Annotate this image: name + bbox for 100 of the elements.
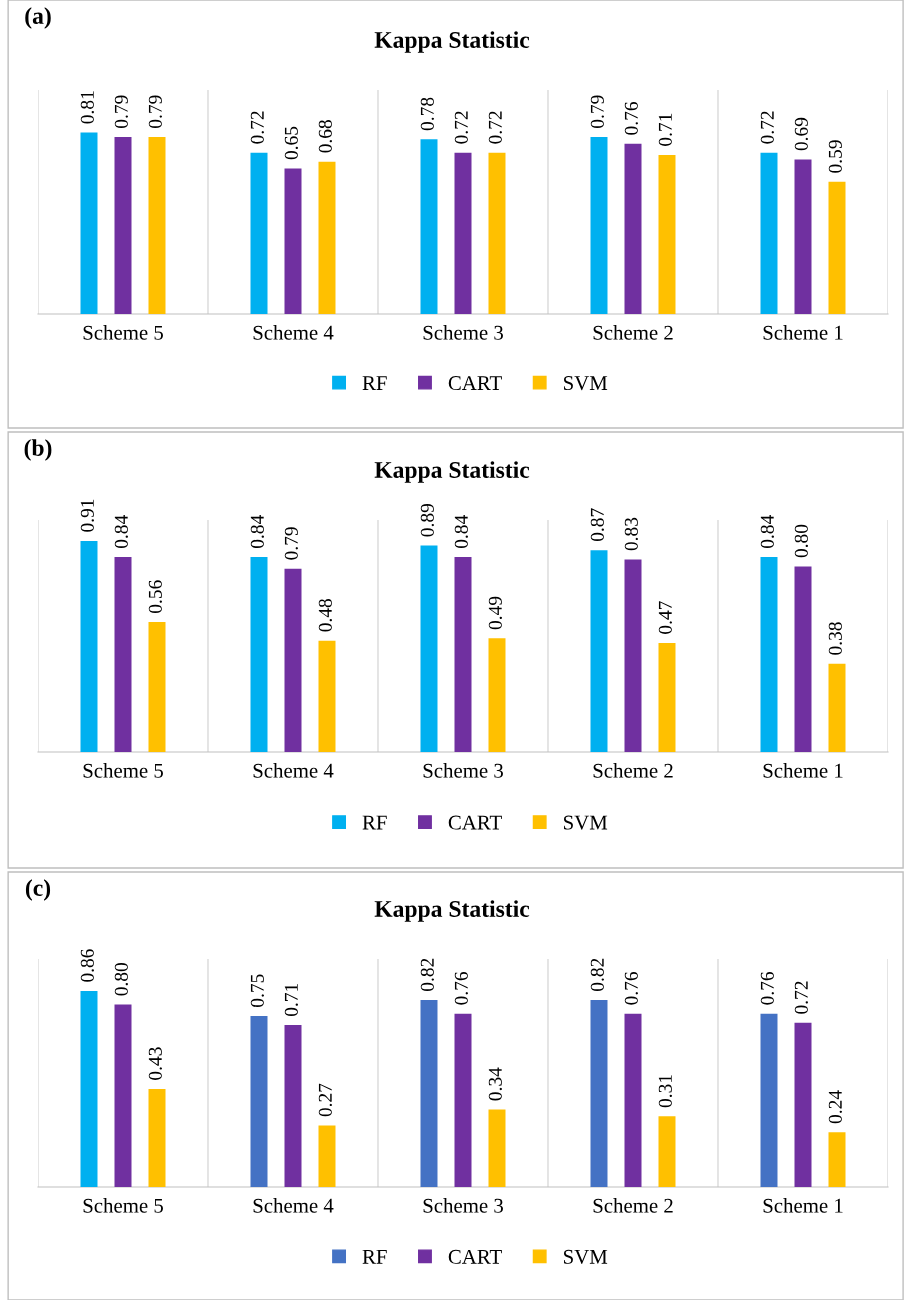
data-label: 0.76	[454, 971, 468, 1005]
bar	[250, 152, 268, 314]
bar	[284, 1025, 302, 1187]
x-tick-label: Scheme 5	[83, 1198, 163, 1213]
bar	[624, 143, 642, 314]
data-label: 0.59	[828, 140, 842, 173]
legend-label: CART	[448, 376, 502, 391]
x-tick-label: Scheme 1	[763, 763, 843, 778]
x-tick-label: Scheme 4	[253, 763, 334, 778]
data-label: 0.91	[80, 499, 94, 532]
bar	[794, 159, 812, 314]
bar	[624, 559, 642, 752]
x-tick-label: Scheme 2	[593, 763, 673, 778]
bar	[590, 1000, 608, 1187]
bar	[590, 137, 608, 314]
bar	[794, 566, 812, 752]
data-label: 0.76	[760, 971, 774, 1005]
x-tick-label: Scheme 4	[253, 325, 334, 340]
data-label: 0.82	[590, 958, 604, 991]
x-tick-label: Scheme 3	[423, 1198, 503, 1213]
bar	[454, 152, 472, 314]
data-label: 0.80	[794, 524, 808, 558]
data-label: 0.87	[590, 508, 604, 542]
data-label: 0.76	[624, 101, 638, 135]
data-label: 0.75	[250, 974, 264, 1007]
data-label: 0.27	[318, 1083, 332, 1117]
chart-title: Kappa Statistic	[374, 900, 530, 922]
chart-title: Kappa Statistic	[374, 31, 530, 53]
x-tick-label: Scheme 5	[83, 763, 163, 778]
legend-label: SVM	[564, 376, 608, 391]
data-label: 0.24	[828, 1090, 842, 1124]
bar	[760, 557, 778, 752]
bar	[318, 640, 336, 752]
data-label: 0.89	[420, 503, 434, 537]
bar	[148, 137, 166, 314]
bar	[590, 550, 608, 752]
data-label: 0.79	[284, 527, 298, 560]
bar	[794, 1022, 812, 1187]
legend-label: CART	[448, 1249, 502, 1264]
data-label: 0.34	[488, 1067, 502, 1101]
bar	[80, 540, 98, 752]
bar	[420, 1000, 438, 1187]
bar	[658, 154, 676, 314]
bar	[658, 642, 676, 752]
legend-label: SVM	[564, 815, 608, 830]
data-label: 0.72	[454, 111, 468, 144]
text: (b)	[24, 439, 52, 461]
bar	[148, 1088, 166, 1187]
bar	[454, 557, 472, 752]
bar	[454, 1013, 472, 1187]
data-label: 0.84	[760, 515, 774, 549]
bar	[488, 152, 506, 314]
bar	[760, 1013, 778, 1187]
bar	[80, 990, 98, 1187]
data-label: 0.83	[624, 517, 638, 551]
data-label: 0.84	[114, 515, 128, 549]
bar	[828, 181, 846, 314]
data-label: 0.81	[80, 91, 94, 124]
x-tick-label: Scheme 2	[593, 325, 673, 340]
bar	[114, 557, 132, 752]
bar	[318, 161, 336, 314]
legend-label: CART	[448, 815, 502, 830]
x-tick-label: Scheme 3	[423, 325, 503, 340]
data-label: 0.79	[148, 95, 162, 128]
legend-label: RF	[362, 376, 387, 390]
data-label: 0.49	[488, 596, 502, 630]
x-tick-label: Scheme 1	[763, 325, 843, 340]
bar	[148, 622, 166, 752]
data-label: 0.56	[148, 580, 162, 614]
x-tick-label: Scheme 3	[423, 763, 503, 778]
bar	[488, 638, 506, 752]
bar	[318, 1125, 336, 1187]
bar	[624, 1013, 642, 1187]
data-label: 0.48	[318, 599, 332, 632]
data-label: 0.69	[794, 117, 808, 151]
bar	[760, 152, 778, 314]
bar	[114, 1004, 132, 1187]
bar	[828, 1132, 846, 1187]
data-label: 0.72	[488, 111, 502, 144]
data-label: 0.76	[624, 971, 638, 1005]
text: (a)	[25, 7, 51, 29]
data-label: 0.72	[250, 111, 264, 144]
data-label: 0.78	[420, 97, 434, 131]
data-label: 0.84	[250, 515, 264, 549]
data-label: 0.86	[80, 949, 94, 982]
data-label: 0.82	[420, 958, 434, 991]
data-label: 0.79	[114, 95, 128, 128]
legend-label: RF	[362, 1250, 387, 1264]
bar	[420, 139, 438, 314]
legend-label: RF	[362, 815, 387, 830]
data-label: 0.72	[794, 981, 808, 1014]
bar	[250, 557, 268, 752]
data-label: 0.68	[318, 120, 332, 153]
bar	[420, 545, 438, 752]
data-label: 0.84	[454, 515, 468, 549]
bar	[658, 1116, 676, 1187]
data-label: 0.47	[658, 601, 672, 634]
legend-label: SVM	[564, 1249, 608, 1264]
data-label: 0.71	[284, 983, 298, 1017]
bar	[114, 137, 132, 314]
